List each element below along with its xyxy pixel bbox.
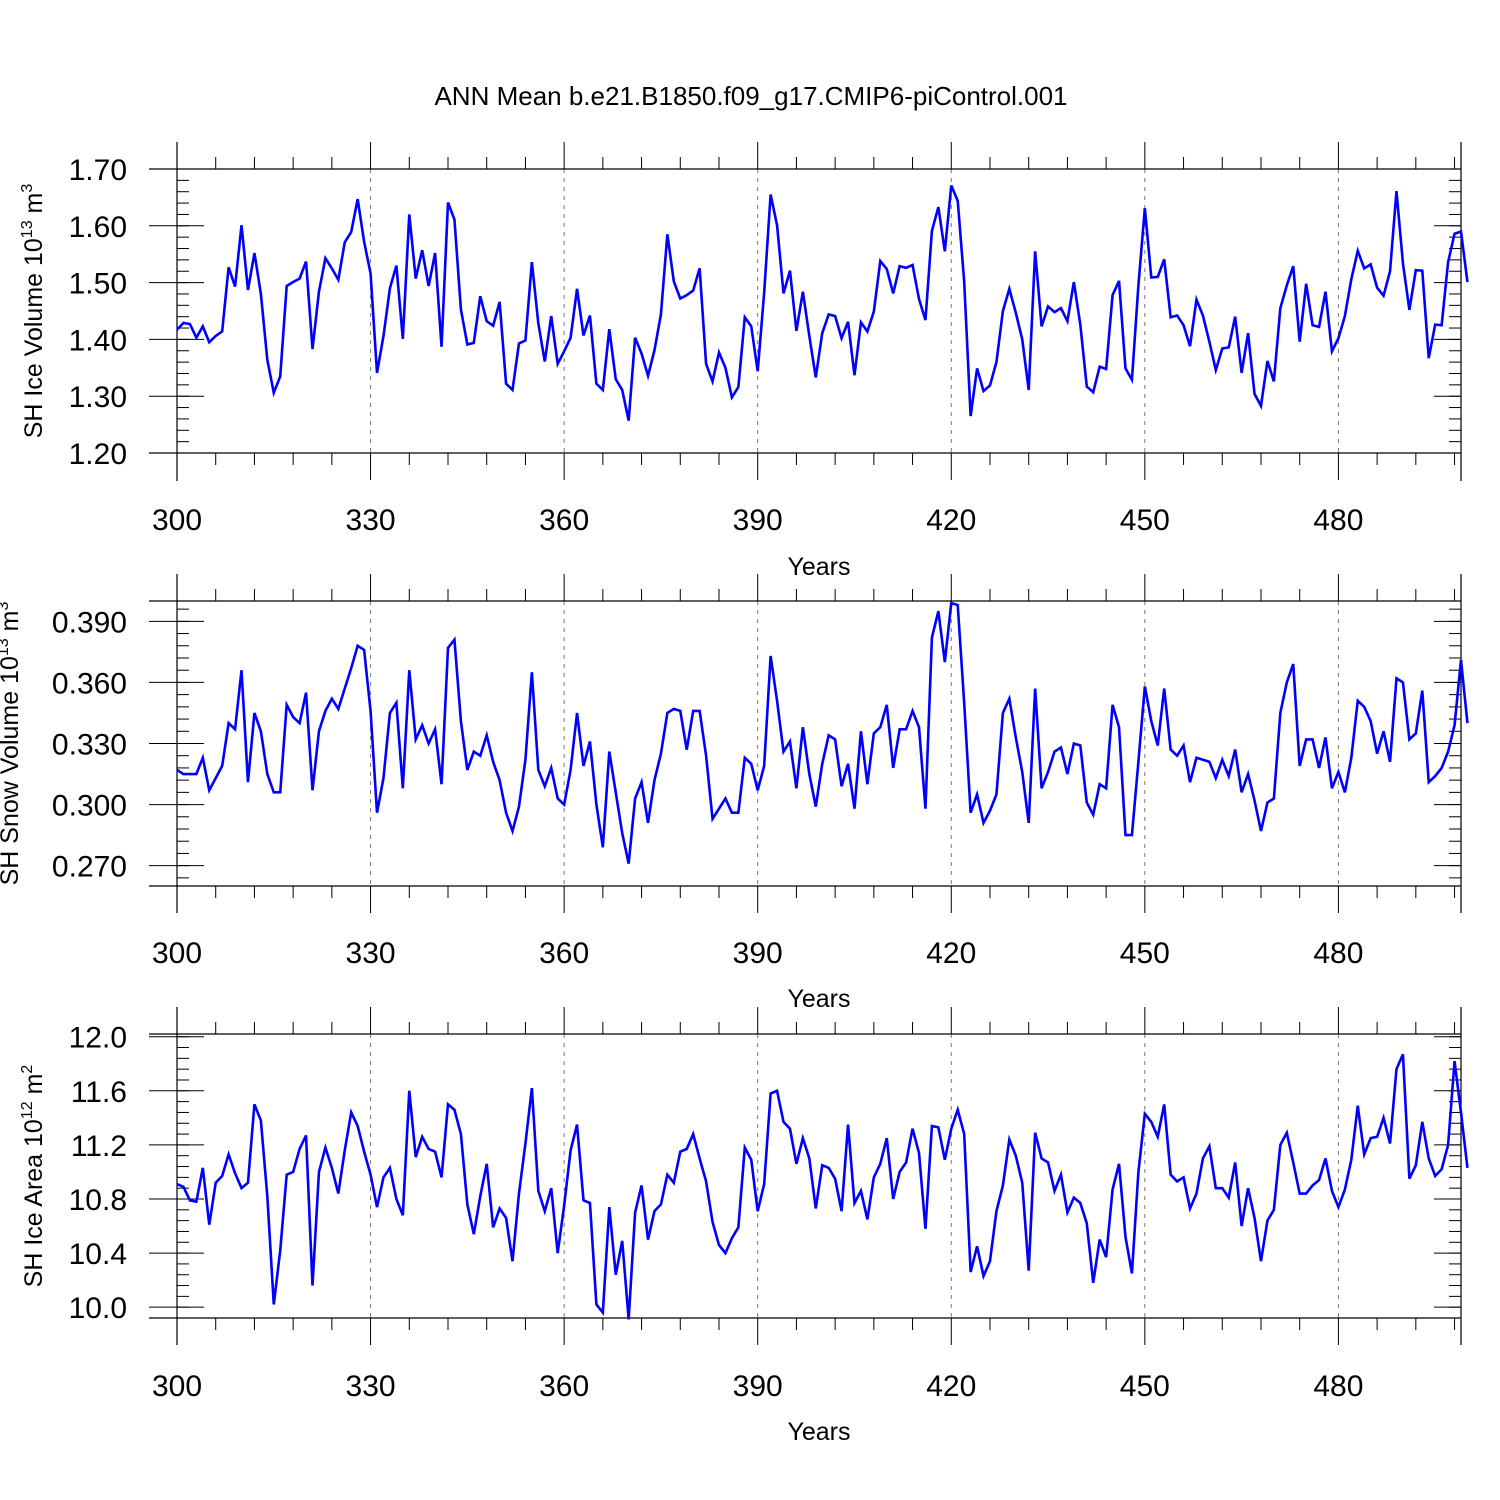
y-tick-label: 10.0 bbox=[69, 1292, 127, 1325]
x-tick-label: 390 bbox=[733, 504, 783, 537]
y-axis-label-unit-exp: 3 bbox=[0, 602, 12, 611]
x-tick-label: 330 bbox=[346, 937, 396, 970]
series-line-sh-snow-volume bbox=[176, 601, 1469, 864]
y-tick-label: 0.270 bbox=[52, 851, 127, 884]
x-tick-label: 480 bbox=[1313, 1370, 1363, 1403]
y-tick-label: 0.360 bbox=[52, 667, 127, 700]
x-tick-label: 360 bbox=[539, 1370, 589, 1403]
y-axis-label-unit: m bbox=[0, 611, 24, 639]
x-axis-label: Years bbox=[787, 553, 850, 581]
figure-title: ANN Mean b.e21.B1850.f09_g17.CMIP6-piCon… bbox=[434, 81, 1067, 111]
x-tick-label: 420 bbox=[926, 937, 976, 970]
x-axis-label: Years bbox=[787, 985, 850, 1013]
y-axis-label-unit: m bbox=[20, 1074, 48, 1102]
x-tick-label: 420 bbox=[926, 504, 976, 537]
y-axis-label-main: SH Ice Area 10 bbox=[20, 1119, 48, 1287]
y-tick-label: 10.8 bbox=[69, 1184, 127, 1217]
x-tick-label: 330 bbox=[346, 1370, 396, 1403]
x-tick-label: 450 bbox=[1120, 1370, 1170, 1403]
x-tick-label: 390 bbox=[733, 1370, 783, 1403]
x-tick-label: 330 bbox=[346, 504, 396, 537]
y-axis-label-exp: 13 bbox=[0, 638, 12, 656]
x-tick-label: 450 bbox=[1120, 937, 1170, 970]
x-tick-label: 300 bbox=[152, 504, 202, 537]
y-tick-label: 0.390 bbox=[52, 606, 127, 639]
y-axis-label: SH Ice Volume 1013 m3 bbox=[19, 184, 48, 439]
x-tick-label: 300 bbox=[152, 1370, 202, 1403]
y-axis-label-unit: m bbox=[20, 193, 48, 221]
series-line-sh-ice-volume bbox=[176, 184, 1469, 421]
y-axis-label: SH Snow Volume 1013 m3 bbox=[0, 602, 24, 886]
y-axis-label-main: SH Snow Volume 10 bbox=[0, 656, 24, 885]
y-tick-label: 1.50 bbox=[69, 268, 127, 301]
y-tick-label: 1.40 bbox=[69, 324, 127, 357]
y-tick-label: 11.6 bbox=[71, 1076, 127, 1109]
y-axis-label-unit-exp: 3 bbox=[19, 184, 36, 193]
panel-sh-ice-volume: 300 330 360 390 420 450 480 1.20 1.30 1.40 1.50 1.6… bbox=[19, 142, 1469, 581]
y-tick-label: 1.60 bbox=[69, 211, 127, 244]
x-tick-label: 300 bbox=[152, 937, 202, 970]
y-tick-label: 11.2 bbox=[71, 1130, 127, 1163]
y-axis-label-main: SH Ice Volume 10 bbox=[20, 238, 48, 438]
x-tick-label: 480 bbox=[1313, 937, 1363, 970]
y-tick-label: 1.20 bbox=[69, 438, 127, 471]
y-axis-label-exp: 13 bbox=[19, 220, 36, 238]
x-tick-label: 450 bbox=[1120, 504, 1170, 537]
x-axis-label: Years bbox=[787, 1418, 850, 1446]
panel-sh-ice-area: 300 330 360 390 420 450 480 10.0 10.4 10.8 11.2 11.… bbox=[19, 1007, 1469, 1446]
x-tick-label: 480 bbox=[1313, 504, 1363, 537]
y-tick-label: 1.70 bbox=[69, 154, 127, 187]
x-tick-label: 360 bbox=[539, 504, 589, 537]
panel-sh-snow-volume: 300 330 360 390 420 450 480 0.270 0.300 0.330 0.36… bbox=[0, 574, 1469, 1013]
y-axis-label: SH Ice Area 1012 m2 bbox=[19, 1065, 48, 1288]
y-tick-label: 12.0 bbox=[69, 1022, 127, 1055]
y-axis-label-exp: 12 bbox=[19, 1101, 36, 1119]
y-axis-label-unit-exp: 2 bbox=[19, 1065, 36, 1074]
y-tick-label: 0.330 bbox=[52, 729, 127, 762]
series-line-sh-ice-area bbox=[176, 1053, 1469, 1320]
x-tick-label: 420 bbox=[926, 1370, 976, 1403]
y-tick-label: 0.300 bbox=[52, 790, 127, 823]
x-tick-label: 390 bbox=[733, 937, 783, 970]
y-tick-label: 1.30 bbox=[69, 381, 127, 414]
y-tick-label: 10.4 bbox=[69, 1238, 127, 1271]
x-tick-label: 360 bbox=[539, 937, 589, 970]
